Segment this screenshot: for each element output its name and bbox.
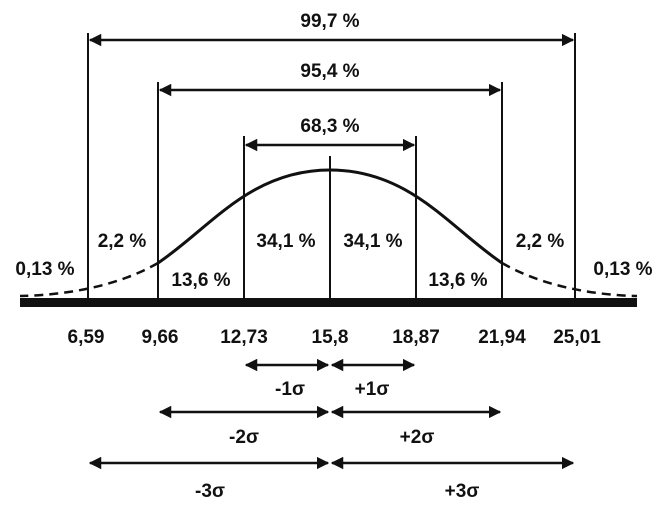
axis-label: 15,8 <box>312 327 349 348</box>
area-label: 0,13 % <box>593 259 652 280</box>
axis-label: 18,87 <box>392 327 440 348</box>
area-label: 13,6 % <box>428 270 487 291</box>
sigma-label: +1σ <box>355 379 390 400</box>
sigma-label: -3σ <box>195 481 225 502</box>
area-label: 0,13 % <box>15 259 74 280</box>
axis-label: 9,66 <box>142 327 179 348</box>
axis-label: 25,01 <box>553 327 601 348</box>
curve <box>19 168 638 298</box>
area-label: 2,2 % <box>98 231 147 252</box>
bracket-label: 95,4 % <box>300 61 359 82</box>
bracket-label: 99,7 % <box>300 11 359 32</box>
area-label: 34,1 % <box>256 231 315 252</box>
bracket-label: 68,3 % <box>300 116 359 137</box>
axis-label: 12,73 <box>220 327 268 348</box>
sigma-label: -1σ <box>275 379 305 400</box>
area-label: 13,6 % <box>171 270 230 291</box>
area-label: 2,2 % <box>516 231 565 252</box>
sigma-arrows <box>88 358 575 470</box>
sigma-label: +3σ <box>445 481 480 502</box>
guides <box>87 33 576 300</box>
sigma-label: -2σ <box>229 427 259 448</box>
axis-bar <box>20 298 637 307</box>
area-label: 34,1 % <box>343 231 402 252</box>
axis-label: 6,59 <box>68 327 105 348</box>
sigma-label: +2σ <box>400 427 435 448</box>
axis-label: 21,94 <box>478 327 526 348</box>
